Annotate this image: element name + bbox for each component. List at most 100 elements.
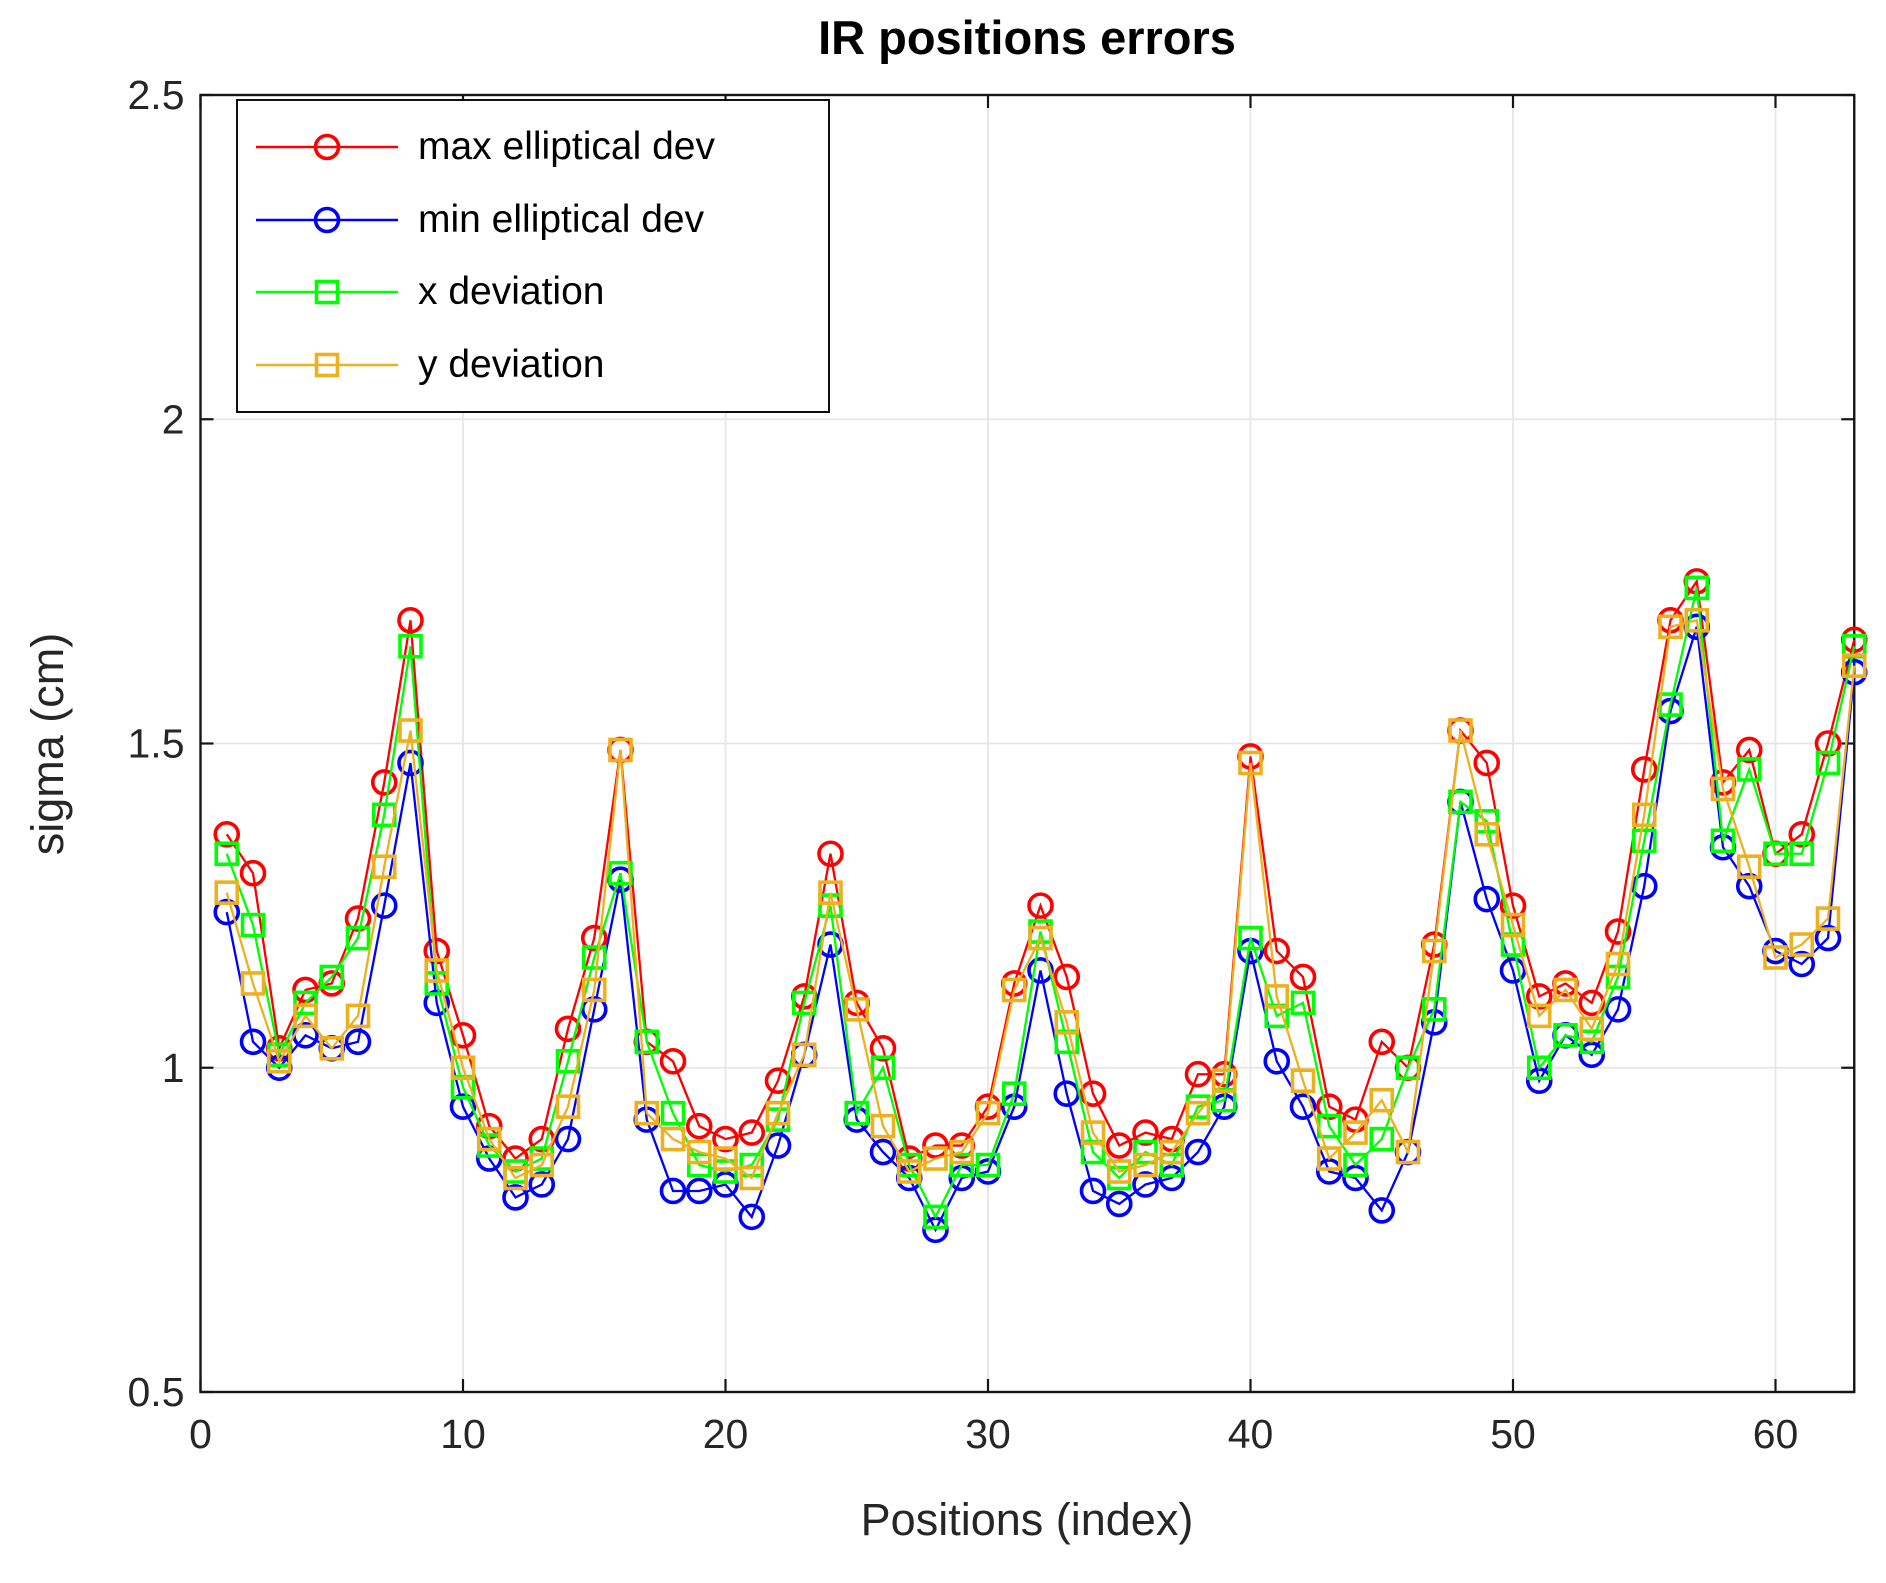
data-point-circle (738, 1203, 766, 1231)
data-point-circle (449, 1022, 477, 1049)
legend-marker-circle-icon (256, 206, 398, 234)
data-point-square (1789, 932, 1815, 957)
data-point-square (844, 1100, 870, 1126)
data-point-circle (502, 1184, 529, 1211)
data-point-square (896, 1159, 922, 1184)
data-point-circle (869, 1034, 897, 1062)
data-point-square (818, 880, 843, 905)
data-point-circle (344, 905, 372, 932)
data-point-square (975, 1100, 1001, 1126)
data-point-square (791, 990, 817, 1016)
data-point-square (634, 1029, 660, 1055)
data-point-square (1369, 1087, 1395, 1113)
data-point-circle (370, 769, 398, 796)
data-point-circle (528, 1171, 556, 1198)
data-point-square (345, 925, 371, 951)
data-point-circle (1184, 1138, 1212, 1166)
data-point-circle (1184, 1060, 1212, 1088)
legend-marker-square-icon (256, 279, 398, 305)
data-point-square (450, 1055, 476, 1081)
data-point-square (1631, 828, 1657, 854)
data-point-circle (1814, 924, 1842, 952)
data-point-circle (344, 1028, 372, 1056)
data-point-circle (423, 989, 451, 1017)
data-point-square (1841, 653, 1867, 678)
y-tick-label: 2.5 (128, 72, 185, 118)
data-point-circle (1289, 963, 1317, 991)
data-point-circle (685, 1177, 713, 1205)
data-point-circle (1473, 885, 1501, 913)
data-point-square (1159, 1152, 1185, 1178)
data-point-circle (1735, 736, 1763, 764)
data-point-square (1736, 757, 1762, 782)
series-line (225, 618, 1856, 1180)
data-point-circle (1263, 937, 1291, 965)
data-point-square (1238, 750, 1263, 776)
data-point-square (686, 1152, 712, 1178)
data-point-circle (817, 840, 844, 868)
data-point-circle (659, 1047, 687, 1075)
data-point-square (660, 1126, 686, 1152)
data-point-circle (554, 1125, 582, 1153)
data-point-square (949, 1139, 975, 1165)
legend-label: x deviation (418, 270, 605, 314)
data-point-circle (397, 749, 424, 777)
data-point-circle (1578, 1041, 1606, 1069)
data-point-circle (554, 1015, 582, 1043)
data-point-square (1211, 1068, 1237, 1094)
data-point-square (1815, 906, 1841, 931)
data-point-square (529, 1152, 555, 1178)
data-point-circle (764, 1067, 792, 1095)
data-point-square (1579, 1016, 1605, 1042)
data-point-circle (1735, 872, 1763, 900)
data-point-square (1343, 1152, 1368, 1178)
data-point-circle (1027, 957, 1054, 984)
data-point-square (1290, 990, 1316, 1016)
data-point-square (1133, 1152, 1158, 1178)
data-point-square (319, 1035, 345, 1061)
data-point-square (1736, 854, 1762, 880)
data-point-circle (1788, 820, 1816, 848)
data-point-square (1605, 951, 1631, 977)
data-point-square (1054, 1010, 1080, 1035)
data-point-square (345, 1003, 371, 1029)
data-point-circle (712, 1125, 739, 1153)
data-point-circle (738, 1119, 766, 1146)
legend-item: y deviation (252, 343, 828, 387)
data-point-square (1369, 1126, 1395, 1152)
legend-marker-square-icon (256, 352, 398, 378)
legend-item: max elliptical dev (252, 125, 828, 169)
data-point-circle (1105, 1190, 1133, 1218)
data-point-circle (1525, 983, 1553, 1010)
data-point-circle (1814, 730, 1842, 757)
data-point-square (1395, 1139, 1421, 1165)
data-point-circle (1499, 892, 1527, 919)
legend-item: min elliptical dev (252, 198, 828, 242)
data-point-square (1789, 841, 1815, 867)
data-point-square (608, 860, 633, 886)
legend-item: x deviation (252, 270, 828, 314)
data-point-square (1684, 575, 1710, 601)
data-point-square (1421, 997, 1447, 1022)
legend-marker-circle-icon (256, 133, 398, 161)
data-point-square (1448, 789, 1473, 815)
data-point-square (949, 1152, 975, 1178)
data-point-square (1133, 1139, 1158, 1165)
data-point-square (1185, 1100, 1211, 1126)
data-point-circle (1604, 996, 1632, 1023)
data-point-square (293, 990, 318, 1016)
data-point-square (240, 971, 266, 996)
data-point-circle (1604, 918, 1632, 945)
data-point-square (476, 1126, 502, 1152)
data-point-square (923, 1204, 948, 1230)
data-point-square (1553, 1023, 1578, 1048)
x-tick-label: 20 (703, 1411, 749, 1457)
y-tick-label: 0.5 (128, 1369, 185, 1415)
data-point-square (214, 841, 240, 867)
data-point-square (1001, 977, 1027, 1003)
data-point-circle (764, 1132, 792, 1159)
data-point-circle (869, 1138, 897, 1166)
data-point-square (1264, 984, 1290, 1009)
data-point-square (1421, 938, 1447, 964)
